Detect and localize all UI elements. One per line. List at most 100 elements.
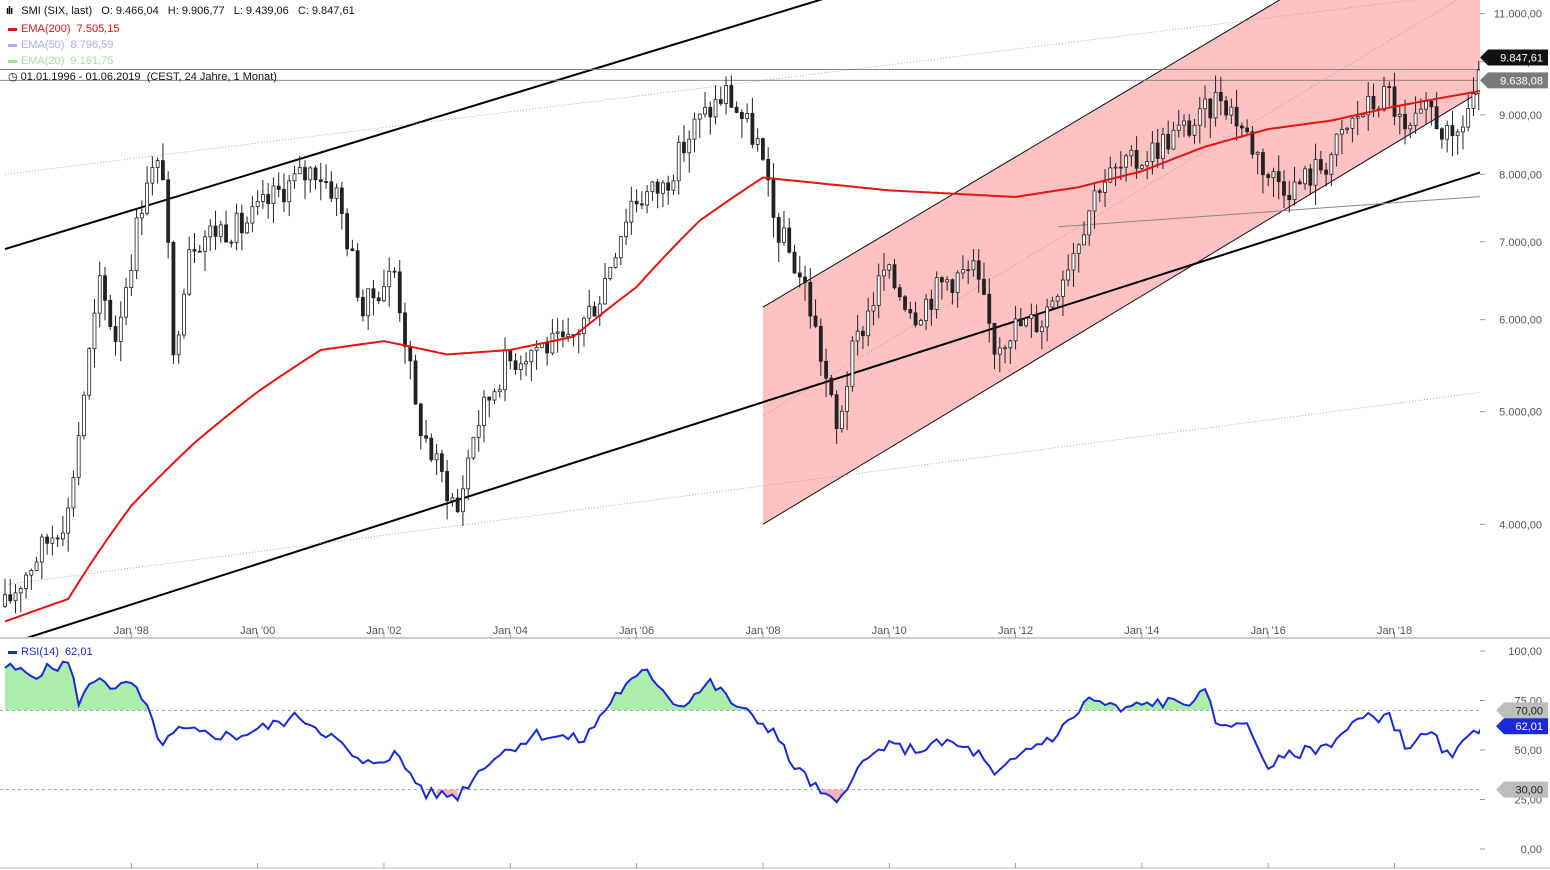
candle — [1003, 344, 1007, 364]
candle — [103, 266, 107, 321]
candle — [329, 171, 334, 203]
rsi-last-tag-bg — [1496, 718, 1548, 735]
candle — [261, 179, 265, 209]
candle — [82, 391, 86, 440]
candle-body-up — [529, 349, 534, 363]
candle — [803, 265, 807, 301]
candle — [1018, 307, 1023, 327]
candle-body-up — [671, 180, 676, 191]
candle — [134, 208, 139, 280]
candle-body-up — [1092, 190, 1097, 212]
candle-body-down — [639, 203, 644, 206]
candle — [529, 349, 534, 382]
candle — [97, 261, 102, 328]
ema200-value: 7.505,15 — [76, 23, 120, 35]
candle — [1318, 150, 1323, 175]
candle-body-down — [1234, 106, 1239, 127]
candle — [1445, 120, 1450, 153]
candle — [866, 297, 871, 347]
candle-body-up — [697, 113, 702, 120]
range-detail: (CEST, 24 Jahre, 1 Monat) — [146, 71, 277, 83]
candle-body-down — [1392, 86, 1397, 117]
candle-body-up — [1124, 155, 1128, 168]
candle-body-down — [729, 85, 734, 108]
candle-body-up — [650, 181, 655, 193]
candle-body-up — [1108, 167, 1113, 183]
candle — [818, 318, 823, 376]
candle — [850, 336, 855, 392]
candle — [350, 239, 355, 252]
candle-body-up — [1471, 93, 1476, 109]
candle — [1118, 151, 1123, 181]
candle — [876, 263, 881, 319]
x-tick-label: Jan '98 — [114, 625, 149, 637]
candle-body-up — [524, 361, 528, 365]
candle-body-down — [982, 278, 986, 295]
candle — [297, 155, 302, 175]
candle — [918, 318, 923, 326]
candle — [782, 211, 786, 246]
candle — [1355, 100, 1360, 136]
candle — [118, 301, 123, 362]
candle — [145, 166, 150, 216]
ohlc-header: ılı SMI (SIX, last) O: 9.466,04 H: 9.906… — [6, 5, 361, 17]
candle-body-down — [103, 275, 107, 301]
candle-body-down — [666, 182, 671, 191]
candle-body-up — [1339, 129, 1344, 135]
candle-body-down — [1261, 152, 1265, 176]
candle-body-up — [934, 277, 939, 310]
candle — [1155, 129, 1160, 168]
candle-body-up — [250, 206, 255, 224]
candle — [1166, 120, 1171, 155]
price-tag-label: 9.638,08 — [1500, 75, 1543, 87]
candle-body-up — [887, 264, 892, 271]
candle — [92, 299, 97, 368]
x-tick-label: Jan '06 — [619, 625, 654, 637]
ema200-name: EMA(200) — [21, 23, 71, 35]
candle — [176, 330, 181, 364]
trend-line-1 — [26, 171, 1480, 637]
rsi-y-tick-label: 50,00 — [1514, 745, 1542, 757]
candle-body-up — [1087, 210, 1092, 236]
candle — [1334, 133, 1339, 167]
candle-body-up — [866, 310, 871, 337]
candle — [34, 556, 39, 571]
candle — [903, 295, 907, 312]
candle — [403, 302, 407, 364]
candle — [1061, 270, 1065, 317]
candle — [161, 143, 165, 181]
candle — [418, 402, 423, 450]
candle — [697, 113, 702, 138]
candle — [445, 459, 450, 520]
candle-body-down — [824, 360, 828, 379]
candle — [908, 301, 913, 319]
candle — [1182, 114, 1186, 137]
candle-body-up — [24, 574, 28, 589]
legend-ema20[interactable]: EMA(20) 9.161,75 — [8, 54, 113, 68]
candle-body-up — [918, 320, 923, 326]
candle-body-up — [582, 317, 586, 334]
candle — [218, 221, 223, 243]
candle — [266, 183, 271, 219]
candle — [482, 390, 486, 443]
channel-upper-line — [762, 0, 1281, 308]
candle-body-up — [176, 334, 181, 356]
candle — [387, 257, 392, 307]
candle — [271, 177, 276, 223]
legend-ema50[interactable]: EMA(50) 8.796,59 — [8, 38, 113, 52]
legend-ema200[interactable]: EMA(200) 7.505,15 — [8, 22, 119, 36]
candle — [313, 165, 318, 190]
candle — [29, 568, 34, 590]
candle-body-up — [534, 347, 539, 351]
candle-body-up — [1008, 340, 1013, 349]
x-tick-label: Jan '14 — [1124, 625, 1159, 637]
candle — [1171, 121, 1176, 151]
x-tick-label: Jan '04 — [493, 625, 528, 637]
candle — [1303, 165, 1307, 190]
candle — [1282, 170, 1286, 209]
candle — [1113, 163, 1118, 186]
candle — [771, 163, 776, 238]
candle — [203, 230, 207, 271]
rsi-legend[interactable]: RSI(14) 62,01 — [8, 646, 93, 658]
candle-body-up — [1176, 124, 1181, 131]
